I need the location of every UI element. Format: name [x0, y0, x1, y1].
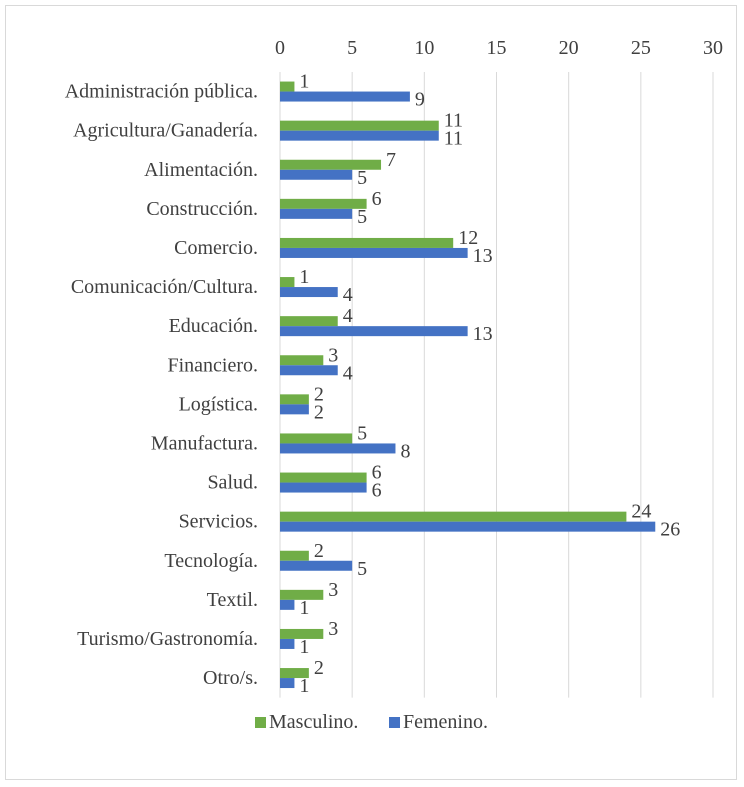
category-labels: Administración pública. Agricultura/Ganad…	[65, 81, 258, 689]
category-label: Logística.	[179, 393, 258, 415]
category-label: Textil.	[207, 589, 258, 611]
bar	[280, 120, 439, 131]
category-label: Administración pública.	[65, 81, 258, 103]
bar	[280, 81, 295, 92]
bar	[280, 433, 353, 444]
bar	[280, 404, 309, 415]
bar	[280, 628, 324, 639]
bar	[280, 443, 396, 454]
data-label: 12	[458, 227, 478, 249]
category-label: Comunicación/Cultura.	[71, 276, 258, 298]
bar	[280, 237, 454, 248]
data-label: 2	[314, 540, 324, 562]
bar	[280, 130, 439, 141]
x-tick-label: 0	[275, 37, 285, 59]
data-label: 1	[299, 675, 309, 697]
category-label: Turismo/Gastronomía.	[77, 628, 258, 650]
category-label: Agricultura/Ganadería.	[73, 120, 258, 142]
bars	[280, 81, 656, 689]
bar	[280, 169, 353, 180]
data-label: 2	[314, 401, 324, 423]
bar	[280, 678, 295, 689]
category-label: Salud.	[207, 472, 258, 494]
data-label: 11	[444, 110, 463, 132]
data-label: 9	[415, 89, 425, 111]
bar	[280, 560, 353, 571]
data-label: 1	[299, 597, 309, 619]
category-label: Manufactura.	[151, 432, 258, 454]
bar	[280, 198, 367, 209]
bar	[280, 247, 468, 258]
legend-swatch	[389, 717, 400, 728]
x-tick-label: 30	[703, 37, 723, 59]
data-label: 8	[400, 440, 410, 462]
legend: Masculino. Femenino.	[255, 711, 488, 733]
category-label: Tecnología.	[164, 550, 258, 572]
data-label: 11	[444, 128, 463, 150]
bar	[280, 638, 295, 649]
x-tick-label: 25	[631, 37, 651, 59]
bar	[280, 482, 367, 493]
data-label: 3	[328, 618, 338, 640]
category-label: Construcción.	[146, 198, 258, 220]
bar	[280, 521, 656, 532]
bar	[280, 668, 309, 679]
data-label: 5	[357, 558, 367, 580]
bar	[280, 287, 338, 298]
bar	[280, 91, 410, 102]
bar	[280, 394, 309, 405]
data-label: 3	[328, 344, 338, 366]
bar	[280, 365, 338, 376]
data-label: 1	[299, 636, 309, 658]
bar	[280, 316, 338, 327]
bar	[280, 550, 309, 561]
legend-label: Masculino.	[269, 711, 358, 733]
bar	[280, 472, 367, 483]
data-label: 7	[386, 149, 396, 171]
x-tick-label: 20	[559, 37, 579, 59]
category-label: Financiero.	[167, 354, 258, 376]
category-label: Comercio.	[174, 237, 258, 259]
data-label: 1	[299, 71, 309, 93]
data-label: 2	[314, 657, 324, 679]
data-label: 5	[357, 206, 367, 228]
category-label: Otro/s.	[203, 667, 258, 689]
data-label: 1	[299, 266, 309, 288]
bar	[280, 159, 382, 170]
legend-swatch	[255, 717, 266, 728]
data-label: 26	[660, 519, 680, 541]
bar	[280, 277, 295, 288]
bar	[280, 326, 468, 337]
x-tick-label: 5	[347, 37, 357, 59]
x-axis-ticks: 0 5 10 15 20 25 30	[275, 37, 723, 59]
data-label: 5	[357, 422, 367, 444]
data-label: 4	[343, 305, 353, 327]
data-label: 24	[631, 501, 651, 523]
data-label: 4	[343, 284, 353, 306]
data-label: 5	[357, 167, 367, 189]
data-label: 13	[473, 245, 493, 267]
legend-label: Femenino.	[403, 711, 488, 733]
data-label: 6	[372, 462, 382, 484]
category-label: Educación.	[169, 315, 258, 337]
data-label: 2	[314, 383, 324, 405]
data-label: 3	[328, 579, 338, 601]
data-label: 13	[473, 323, 493, 345]
x-tick-label: 15	[487, 37, 507, 59]
bar	[280, 589, 324, 600]
bar	[280, 208, 353, 219]
data-label: 6	[372, 188, 382, 210]
data-label: 6	[372, 480, 382, 502]
x-tick-label: 10	[414, 37, 434, 59]
bar	[280, 355, 324, 366]
data-label: 4	[343, 362, 353, 384]
category-label: Servicios.	[179, 511, 258, 533]
bar	[280, 511, 627, 522]
bar	[280, 599, 295, 610]
category-label: Alimentación.	[144, 159, 258, 181]
